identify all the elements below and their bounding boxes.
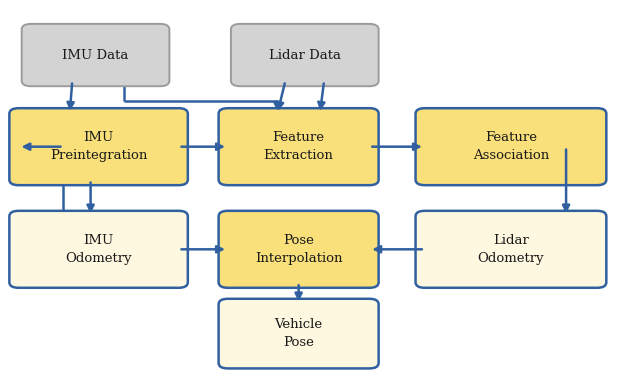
FancyBboxPatch shape bbox=[416, 211, 607, 288]
Text: Feature
Extraction: Feature Extraction bbox=[264, 131, 333, 162]
Text: Lidar
Odometry: Lidar Odometry bbox=[478, 234, 544, 265]
Text: Feature
Association: Feature Association bbox=[473, 131, 549, 162]
FancyBboxPatch shape bbox=[416, 108, 607, 185]
FancyBboxPatch shape bbox=[219, 211, 379, 288]
FancyBboxPatch shape bbox=[231, 24, 379, 86]
FancyBboxPatch shape bbox=[219, 299, 379, 368]
FancyBboxPatch shape bbox=[9, 108, 188, 185]
Text: Pose
Interpolation: Pose Interpolation bbox=[255, 234, 342, 265]
FancyBboxPatch shape bbox=[9, 211, 188, 288]
Text: IMU
Preintegration: IMU Preintegration bbox=[50, 131, 148, 162]
FancyBboxPatch shape bbox=[22, 24, 170, 86]
Text: Lidar Data: Lidar Data bbox=[269, 49, 341, 62]
Text: IMU
Odometry: IMU Odometry bbox=[65, 234, 132, 265]
Text: IMU Data: IMU Data bbox=[62, 49, 129, 62]
FancyBboxPatch shape bbox=[219, 108, 379, 185]
Text: Vehicle
Pose: Vehicle Pose bbox=[274, 318, 323, 349]
